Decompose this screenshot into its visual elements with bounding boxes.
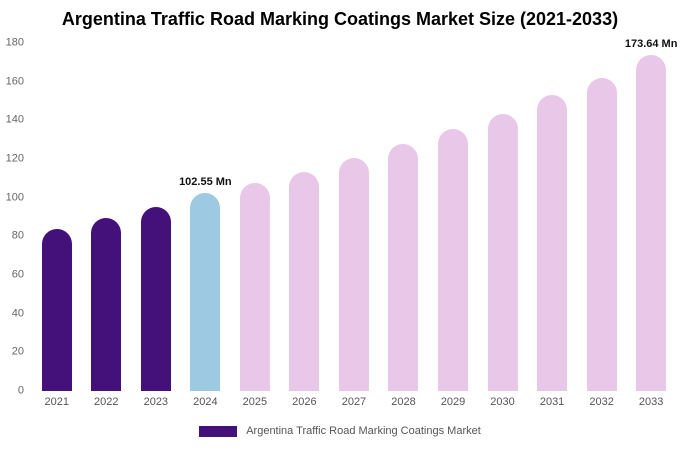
bar-slot [32, 43, 82, 391]
x-axis-label: 2025 [242, 396, 268, 408]
legend: Argentina Traffic Road Marking Coatings … [0, 425, 680, 437]
plot-area: 102.55 Mn 173.64 Mn [32, 38, 677, 391]
x-axis-label: 2029 [440, 396, 466, 408]
y-axis-tick-label: 0 [17, 384, 24, 397]
bar-slot: 173.64 Mn [625, 38, 677, 391]
bar-slot [329, 43, 379, 391]
x-axis-label: 2023 [143, 396, 169, 408]
bar-2032 [586, 77, 617, 391]
y-axis-tick-label: 160 [5, 75, 24, 88]
bar-2027 [338, 158, 369, 391]
x-axis-label: 2027 [341, 396, 367, 408]
bar-slot [280, 43, 330, 391]
bar-slot [131, 43, 181, 391]
bar-2029 [438, 129, 469, 391]
x-axis-label: 2022 [94, 396, 119, 408]
legend-label: Argentina Traffic Road Marking Coatings … [246, 425, 481, 437]
y-axis-tick-label: 180 [5, 36, 24, 49]
bar-2030 [487, 113, 518, 391]
chart-container: Argentina Traffic Road Marking Coatings … [0, 9, 680, 437]
bar-2022 [91, 217, 122, 391]
y-axis: 0 20 40 60 80 100 120 140 160 180 [0, 37, 32, 396]
bar-slot [230, 43, 280, 391]
y-axis-tick-label: 80 [11, 229, 24, 242]
bar-2028 [388, 143, 419, 391]
bar-2023 [140, 207, 171, 391]
bar-slot [527, 43, 577, 391]
chart-body: 0 20 40 60 80 100 120 140 160 180 102.55 Mn 173.64… [0, 37, 678, 396]
x-axis-label: 2024 [193, 396, 218, 408]
y-axis-tick-label: 120 [5, 152, 24, 165]
chart-title: Argentina Traffic Road Marking Coatings … [61, 9, 619, 29]
x-axis-label: 2028 [391, 396, 416, 408]
bar-value-label: 173.64 Mn [624, 38, 678, 51]
y-axis-tick-label: 20 [11, 345, 24, 358]
x-axis-label: 2026 [292, 396, 317, 408]
x-axis-label: 2032 [589, 396, 614, 408]
bar-2026 [289, 171, 320, 391]
bar-2021 [41, 228, 72, 391]
bar-slot [577, 43, 627, 391]
y-axis-tick-label: 40 [11, 307, 24, 320]
bar-2031 [537, 95, 568, 391]
bar-value-label: 102.55 Mn [179, 175, 232, 188]
x-axis-label: 2033 [638, 396, 664, 408]
y-axis-tick-label: 140 [5, 113, 24, 126]
y-axis-tick-label: 100 [5, 191, 24, 204]
bar-slot [428, 43, 478, 391]
x-axis: 2021 2022 2023 2024 2025 2026 2027 2028 2029 2030… [32, 396, 676, 408]
bar-slot [379, 43, 429, 391]
y-axis-tick-label: 60 [11, 268, 24, 281]
bar-2024 [190, 192, 221, 391]
legend-swatch [199, 425, 238, 437]
bar-slot: 102.55 Mn [179, 43, 232, 391]
x-axis-label: 2031 [539, 396, 565, 408]
x-axis-label: 2021 [44, 396, 69, 408]
x-axis-label: 2030 [490, 396, 515, 408]
bar-2025 [239, 183, 270, 391]
bar-slot [478, 43, 528, 391]
bar-2033 [636, 55, 667, 391]
bar-slot [82, 43, 132, 391]
